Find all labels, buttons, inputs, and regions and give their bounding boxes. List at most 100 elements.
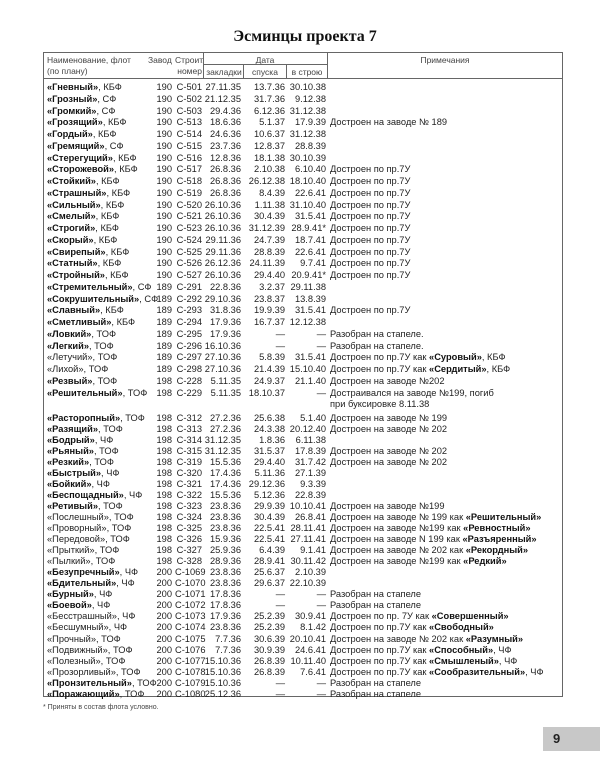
note-text: Достроен на заводе №202: [330, 375, 445, 386]
plant: 200: [156, 677, 172, 688]
fleet: , ТОФ: [89, 456, 114, 467]
table-row: «Сильный», КБФ 190 С-520 26.10.36 1.11.38 31.…: [44, 200, 562, 211]
plant: 200: [156, 644, 172, 655]
laid-date: 17.9.36: [209, 317, 241, 327]
build-number: С-1074: [175, 622, 206, 633]
build-number: С-521: [176, 211, 202, 222]
laid-date: 26.12.36: [204, 258, 241, 269]
build-number: С-327: [176, 545, 202, 556]
build-number: С-514: [176, 129, 202, 139]
plant: 190: [156, 129, 172, 139]
laid-date: 17.8.36: [209, 600, 241, 611]
plant: 190: [156, 246, 172, 257]
commission-date: 30.10.38: [289, 82, 326, 92]
ship-name: «Славный»: [47, 305, 101, 316]
plant: 189: [156, 364, 172, 374]
launch-date: 21.4.39: [253, 364, 285, 374]
commission-date: 27.1.39: [294, 467, 326, 478]
build-number: С-328: [176, 556, 202, 567]
table-row: «Бесшумный», ЧФ 200 С-1074 23.8.36 25.2.39 8.…: [44, 622, 562, 633]
note: Достроен на заводе №199 как «Редкий»: [330, 556, 507, 567]
build-number: С-326: [176, 534, 202, 545]
table-row: «Грозящий», КБФ 190 С-513 18.6.36 5.1.37 17.9…: [44, 117, 562, 128]
plant: 198: [156, 545, 172, 556]
note-text: Достроен на заводе № 189: [330, 117, 448, 128]
laid-date: 31.12.35: [204, 434, 241, 445]
plant: 200: [156, 611, 172, 622]
build-number: С-1069: [175, 567, 206, 578]
note: Достроен по пр. 7У как «Совершенный»: [330, 611, 509, 622]
laid-date: 26.8.36: [209, 176, 241, 186]
ship-name-cell: «Летучий», ТОФ: [47, 352, 117, 363]
ship-name: «Рьяный»: [47, 445, 94, 456]
note-text: Достроен по пр.7У: [330, 246, 411, 257]
note-text: Достроен на заводе № 199: [330, 412, 448, 423]
fleet: , КБФ: [95, 176, 120, 186]
table-row: «Сокрушительный», СФ 189 С-292 29.10.36 23.8…: [44, 294, 562, 305]
fleet: , ТОФ: [120, 412, 145, 423]
table-row: «Летучий», ТОФ 189 С-297 27.10.36 5.8.39 31.5…: [44, 352, 562, 363]
build-number: С-515: [176, 140, 202, 151]
plant: 189: [156, 317, 172, 327]
ship-name-cell: «Стерегущий», КБФ: [47, 153, 137, 164]
ship-name: «Резвый»: [47, 375, 93, 386]
ship-name: «Прочный»: [47, 633, 97, 644]
fleet: , КБФ: [105, 246, 130, 257]
fleet: , СФ: [104, 140, 124, 151]
plant: 198: [156, 523, 172, 533]
ship-name: «Громкий»: [47, 105, 97, 116]
laid-date: 27.10.36: [204, 352, 241, 363]
table-row: «Ловкий», ТОФ 189 С-295 17.9.36 — — Разобран н…: [44, 329, 562, 340]
build-number: С-320: [176, 467, 202, 478]
launch-date: 25.6.37: [253, 567, 285, 578]
plant: 190: [156, 211, 172, 222]
fleet: , КБФ: [97, 258, 122, 269]
commission-date: 22.10.39: [289, 578, 326, 589]
ship-name: «Прозорливый»: [47, 666, 116, 677]
ship-name-cell: «Пронзительный», ТОФ: [47, 678, 157, 689]
commission-date: 22.6.41: [294, 187, 326, 198]
laid-date: 15.9.36: [209, 534, 241, 545]
note-text: Достроен на заводе № 202 как: [330, 633, 466, 644]
fleet: , ТОФ: [93, 445, 119, 456]
table-row: «Резвый», ТОФ 198 С-228 5.11.35 24.9.37 21.1.…: [44, 376, 562, 387]
ship-name: «Стремительный»: [47, 281, 133, 292]
laid-date: 23.8.36: [209, 578, 241, 589]
commission-date: 31.5.41: [294, 305, 326, 316]
note-text: Достраивался на заводе №199, погиб: [330, 387, 494, 398]
fleet: , СФ: [97, 93, 117, 104]
launch-date: 25.2.39: [253, 611, 285, 622]
commission-date: 8.1.42: [300, 622, 326, 633]
plant: 200: [156, 578, 172, 589]
note-new-name: «Сердитый»: [429, 364, 487, 374]
ship-name: «Бесстрашный»: [47, 611, 117, 622]
table-row: «Бесстрашный», ЧФ 200 С-1073 17.9.36 25.2.39…: [44, 611, 562, 622]
note: Достроен по пр.7У как «Свободный»: [330, 622, 494, 633]
table-row: «Сторожевой», КБФ 190 С-517 26.8.36 2.10.38 6…: [44, 164, 562, 175]
laid-date: 29.10.36: [204, 293, 241, 304]
laid-date: 16.10.36: [204, 340, 241, 351]
ship-name-cell: «Решительный», ТОФ: [47, 388, 147, 399]
launch-date: 25.6.38: [253, 412, 285, 423]
commission-date: 17.9.39: [294, 117, 326, 128]
commission-date: 31.7.42: [294, 456, 326, 467]
commission-date: 9.3.39: [300, 478, 326, 489]
laid-date: 17.9.36: [209, 328, 241, 339]
commission-date: 24.6.41: [294, 644, 326, 655]
ship-name: «Ретивый»: [47, 500, 98, 511]
ship-name-cell: «Бесшумный», ЧФ: [47, 622, 127, 633]
ship-name: «Проворный»: [47, 523, 107, 533]
laid-date: 7.7.36: [215, 633, 241, 644]
launch-date: 26.8.39: [253, 655, 285, 666]
ship-name: «Бдительный»: [47, 578, 117, 589]
table-row: «Полезный», ТОФ 200 С-1077 15.10.36 26.8.39 1…: [44, 656, 562, 667]
note-text: Достроен по пр.7У как: [330, 352, 430, 363]
ship-name-cell: «Беспощадный», ЧФ: [47, 490, 142, 501]
commission-date: 26.8.41: [294, 511, 326, 522]
launch-date: 29.9.39: [253, 500, 285, 511]
fleet: , СФ: [139, 293, 159, 304]
build-number: С-293: [176, 305, 202, 316]
commission-date: 31.5.41: [294, 211, 326, 222]
build-number: С-315: [176, 445, 202, 456]
build-number: С-314: [176, 434, 202, 445]
